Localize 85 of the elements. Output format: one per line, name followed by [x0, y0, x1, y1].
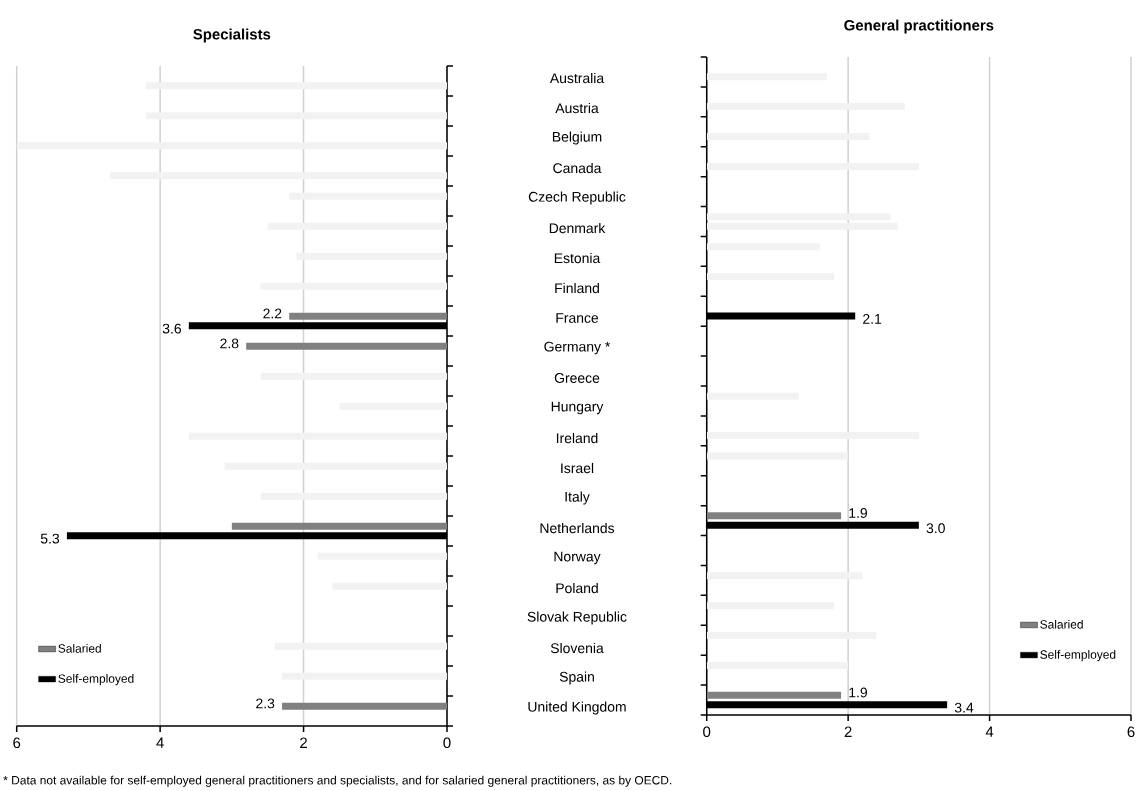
x-tick-label: 6: [13, 737, 21, 749]
bar: [706, 133, 870, 141]
legend-label: Self-employed: [58, 674, 134, 686]
data-label: 1.9: [849, 508, 867, 518]
bar: [246, 342, 447, 350]
bar: [706, 512, 842, 520]
legend-label: Salaried: [58, 643, 101, 653]
chart-title: General practitioners: [844, 19, 994, 34]
bar: [332, 582, 447, 590]
bar: [706, 432, 919, 440]
x-tick-label: 4: [156, 737, 164, 748]
bar: [706, 572, 863, 580]
data-label: 2.2: [263, 308, 282, 319]
y-tick-label: Finland: [555, 282, 599, 294]
x-tick-label: 6: [1127, 726, 1135, 738]
bar: [339, 402, 447, 410]
x-tick-label: 2: [844, 726, 852, 737]
data-label: 2.3: [256, 698, 275, 709]
x-tick-label: 0: [703, 726, 711, 738]
y-tick-label: United Kingdom: [528, 701, 626, 715]
y-tick-label: Canada: [553, 162, 602, 174]
bar: [274, 642, 447, 650]
bar: [188, 432, 447, 440]
y-tick-label: Greece: [554, 373, 600, 383]
y-tick-label: Denmark: [549, 222, 606, 234]
bar: [282, 702, 447, 710]
data-label: 3.6: [162, 323, 181, 334]
data-label: 3.4: [954, 702, 974, 713]
bar: [706, 273, 834, 281]
chart-title: Specialists: [193, 28, 271, 43]
bar: [282, 672, 447, 680]
x-tick-label: 2: [300, 737, 307, 748]
bar: [260, 492, 447, 500]
bar: [231, 522, 447, 530]
x-tick-label: 0: [443, 737, 451, 749]
bar: [109, 172, 447, 180]
y-tick-label: Estonia: [554, 252, 601, 264]
data-label: 2.1: [863, 313, 882, 324]
y-tick-label: Israel: [561, 462, 594, 474]
data-label: 5.3: [40, 533, 60, 544]
y-tick-label: Ireland: [556, 432, 598, 444]
data-label: 2.8: [220, 338, 239, 349]
y-tick-label: Poland: [556, 582, 598, 594]
bar: [706, 661, 849, 669]
bar: [145, 82, 447, 90]
y-tick-label: Netherlands: [540, 522, 615, 534]
y-tick-label: Austria: [555, 102, 599, 114]
bar: [706, 631, 877, 639]
bar: [145, 112, 447, 120]
bar: [289, 312, 447, 320]
y-tick-label: Spain: [559, 671, 594, 685]
bar: [289, 192, 447, 200]
bar: [706, 213, 891, 221]
bar: [706, 243, 820, 251]
bar: [260, 282, 447, 290]
bar: [267, 222, 447, 230]
bar: [16, 142, 447, 150]
text: * Data not available for self-employed general practitioners and specialists, and for salaried general practitioners, as by OECD.: [3, 775, 672, 787]
y-tick-label: Norway: [554, 551, 601, 565]
bar: [317, 552, 447, 560]
y-tick-label: Australia: [549, 72, 605, 84]
bar: [260, 372, 447, 380]
bar: [706, 392, 799, 400]
data-label: 1.9: [849, 687, 867, 698]
x-tick-label: 4: [985, 726, 994, 737]
bar: [706, 602, 834, 610]
y-tick-label: Slovak Republic: [527, 611, 627, 625]
bar: [296, 252, 447, 260]
bar: [706, 162, 919, 170]
y-tick-label: Italy: [565, 491, 590, 505]
bar: [224, 462, 447, 470]
bar: [706, 452, 849, 460]
bar: [706, 73, 827, 81]
bar: [706, 691, 842, 699]
y-tick-label: Germany *: [544, 341, 611, 355]
bar: [706, 222, 898, 230]
y-tick-label: Slovenia: [550, 642, 604, 654]
y-tick-label: France: [556, 313, 599, 323]
data-label: 3.0: [926, 523, 945, 534]
legend-label: Salaried: [1040, 619, 1083, 629]
y-tick-label: Hungary: [551, 401, 604, 415]
legend-label: Self-employed: [1040, 650, 1116, 662]
y-tick-label: Belgium: [552, 131, 602, 145]
y-tick-label: Czech Republic: [528, 191, 626, 205]
bar: [706, 103, 905, 111]
